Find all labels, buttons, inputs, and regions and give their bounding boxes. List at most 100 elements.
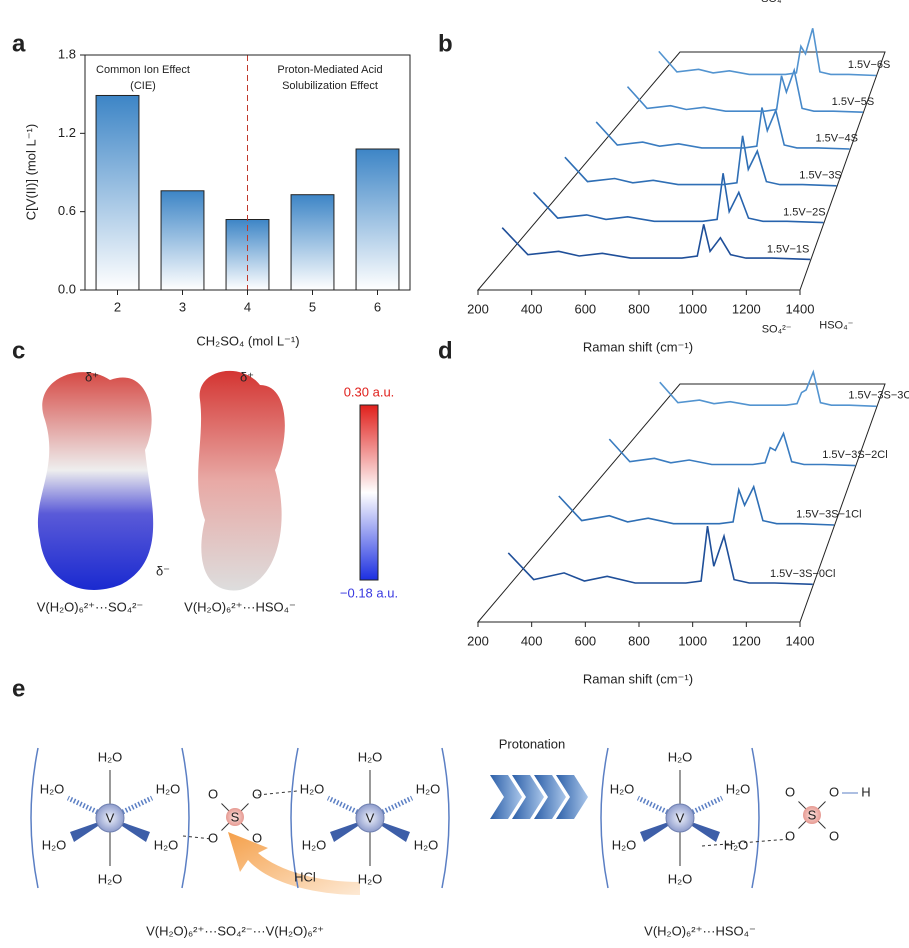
spectrum (626, 67, 863, 113)
spectrum (564, 135, 837, 187)
ligand-label: H₂O (414, 837, 439, 852)
y-tick-label: 0.6 (58, 203, 76, 218)
x-tick-label: 800 (628, 301, 650, 316)
bracket (441, 747, 450, 889)
plot-frame (84, 54, 411, 291)
caption: V(H₂O)₆²⁺···SO₄²⁻···V(H₂O)₆²⁺ (146, 923, 324, 938)
hcl-arrow (228, 832, 360, 895)
caption: V(H₂O)₆²⁺···HSO₄⁻ (644, 923, 756, 938)
series-label: 1.5V−2S (783, 206, 826, 218)
hydrogen-bond (182, 835, 213, 840)
bracket (751, 747, 760, 889)
bracket (30, 747, 39, 889)
atom-label: O (829, 784, 839, 799)
caption: V(H₂O)₆²⁺···SO₄²⁻ (37, 599, 144, 614)
bar (160, 190, 205, 291)
colorbar (359, 404, 379, 581)
sulfur-atom (803, 806, 821, 824)
reagent-label: HCl (294, 869, 316, 884)
peak-label: HSO₄⁻ (819, 0, 853, 1)
atom-label: O (829, 828, 839, 843)
x-tick-label: 1000 (678, 633, 707, 648)
delta-label: δ⁻ (156, 563, 170, 578)
panel-letter: a (12, 30, 26, 57)
series-label: 1.5V−3S−1Cl (796, 509, 861, 521)
bracket (290, 747, 299, 889)
x-axis-label: Raman shift (cm⁻¹) (583, 339, 693, 354)
series-label: 1.5V−1S (767, 243, 810, 255)
metal-atom (665, 803, 695, 833)
x-tick-label: 600 (574, 633, 596, 648)
metal-atom (355, 803, 385, 833)
ligand-label: H₂O (610, 781, 635, 796)
atom-label: S (808, 807, 817, 822)
y-tick-label: 1.8 (58, 46, 76, 61)
peak-label: SO₄²⁻ (762, 324, 792, 336)
x-tick-label: 600 (574, 301, 596, 316)
series-label: 1.5V−3S (799, 170, 842, 182)
y-tick-label: 0.0 (58, 281, 76, 296)
delta-label: δ⁺ (85, 369, 99, 384)
ligand-label: H₂O (416, 781, 441, 796)
spectrum (507, 525, 813, 586)
atom-label: V (676, 810, 685, 825)
x-axis-label: CH₂SO₄ (mol L⁻¹) (196, 333, 299, 348)
panel-letter: d (438, 337, 453, 364)
molecule-surface (37, 372, 154, 590)
caption: V(H₂O)₆²⁺···HSO₄⁻ (184, 599, 296, 614)
ligand-label: H₂O (358, 749, 383, 764)
atom-label: S (231, 809, 240, 824)
metal-atom (95, 803, 125, 833)
ligand-label: H₂O (358, 871, 383, 886)
spectrum (595, 107, 850, 150)
series-label: 1.5V−6S (848, 59, 891, 71)
x-tick-label: 1200 (732, 633, 761, 648)
atom-label: V (106, 810, 115, 825)
peak-label: HSO₄⁻ (819, 320, 853, 332)
hydrogen-bond (257, 790, 298, 796)
x-tick-label: 400 (521, 633, 543, 648)
atom-label: O (785, 828, 795, 843)
panel-letter: e (12, 675, 25, 702)
ligand-label: H₂O (154, 837, 179, 852)
bracket (600, 747, 609, 889)
ligand-label: H₂O (668, 749, 693, 764)
delta-label: δ⁺ (240, 369, 254, 384)
molecule-surface (198, 370, 285, 591)
hydrogen-bond (701, 838, 791, 847)
ligand-label: H₂O (302, 837, 327, 852)
atom-label: O (208, 830, 218, 845)
ligand-label: H₂O (668, 871, 693, 886)
annotation: Solubilization Effect (282, 80, 378, 92)
bar (290, 194, 335, 291)
annotation: Common Ion Effect (96, 64, 190, 76)
x-tick-label: 200 (467, 301, 489, 316)
series-label: 1.5V−3S−3Cl (848, 390, 909, 402)
x-tick-label: 1400 (786, 301, 815, 316)
ligand-label: H₂O (724, 837, 749, 852)
atom-label: O (252, 786, 262, 801)
spectrum (608, 431, 856, 467)
atom-label: H (861, 784, 870, 799)
panel-letter: c (12, 337, 25, 364)
x-tick-label: 1200 (732, 301, 761, 316)
spectrum (659, 369, 877, 408)
ligand-label: H₂O (726, 781, 751, 796)
x-tick-label: 4 (244, 299, 251, 314)
x-tick-label: 200 (467, 633, 489, 648)
ligand-label: H₂O (612, 837, 637, 852)
x-tick-label: 3 (179, 299, 186, 314)
ligand-label: H₂O (300, 781, 325, 796)
sulfur-atom (226, 808, 244, 826)
series-label: 1.5V−5S (832, 96, 875, 108)
series-label: 1.5V−4S (815, 133, 858, 145)
panel-letter: b (438, 30, 453, 57)
ligand-label: H₂O (98, 871, 123, 886)
atom-label: O (785, 784, 795, 799)
atom-label: V (366, 810, 375, 825)
bar (355, 148, 400, 291)
series-label: 1.5V−3S−2Cl (822, 449, 887, 461)
spectrum (501, 224, 811, 261)
series-label: 1.5V−3S−0Cl (770, 568, 835, 580)
x-tick-label: 800 (628, 633, 650, 648)
